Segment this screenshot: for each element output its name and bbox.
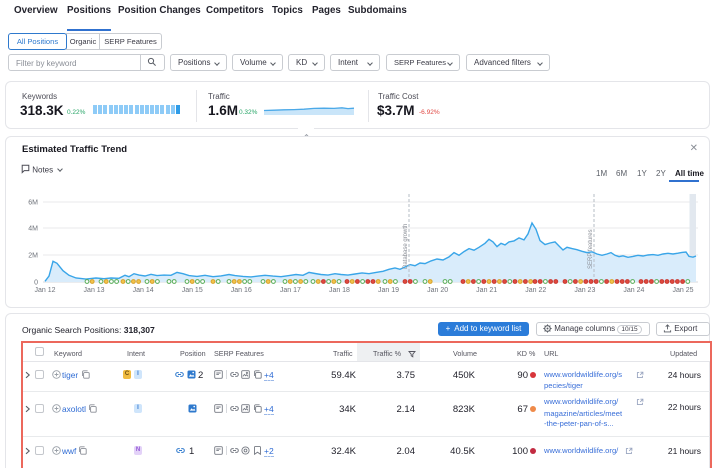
svg-text:Jan 25: Jan 25	[672, 287, 693, 294]
svg-text:6M: 6M	[28, 200, 38, 207]
svg-text:Jan 16: Jan 16	[231, 287, 252, 294]
svg-text:Jan 22: Jan 22	[525, 287, 546, 294]
svg-text:Jan 15: Jan 15	[182, 287, 203, 294]
svg-text:Database growth: Database growth	[403, 224, 409, 269]
svg-text:Jan 12: Jan 12	[34, 287, 55, 294]
svg-text:Jan 13: Jan 13	[84, 287, 105, 294]
svg-text:Jan 20: Jan 20	[427, 287, 448, 294]
svg-text:Jan 21: Jan 21	[476, 287, 497, 294]
svg-text:Jan 17: Jan 17	[280, 287, 301, 294]
svg-text:Jan 18: Jan 18	[329, 287, 350, 294]
svg-text:Jan 14: Jan 14	[133, 287, 154, 294]
svg-text:Jan 24: Jan 24	[623, 287, 644, 294]
svg-text:2M: 2M	[28, 253, 38, 260]
svg-text:Jan 19: Jan 19	[378, 287, 399, 294]
svg-text:4M: 4M	[28, 226, 38, 233]
svg-text:0: 0	[34, 280, 38, 287]
svg-text:Jan 23: Jan 23	[574, 287, 595, 294]
svg-text:SERP features: SERP features	[588, 229, 594, 269]
